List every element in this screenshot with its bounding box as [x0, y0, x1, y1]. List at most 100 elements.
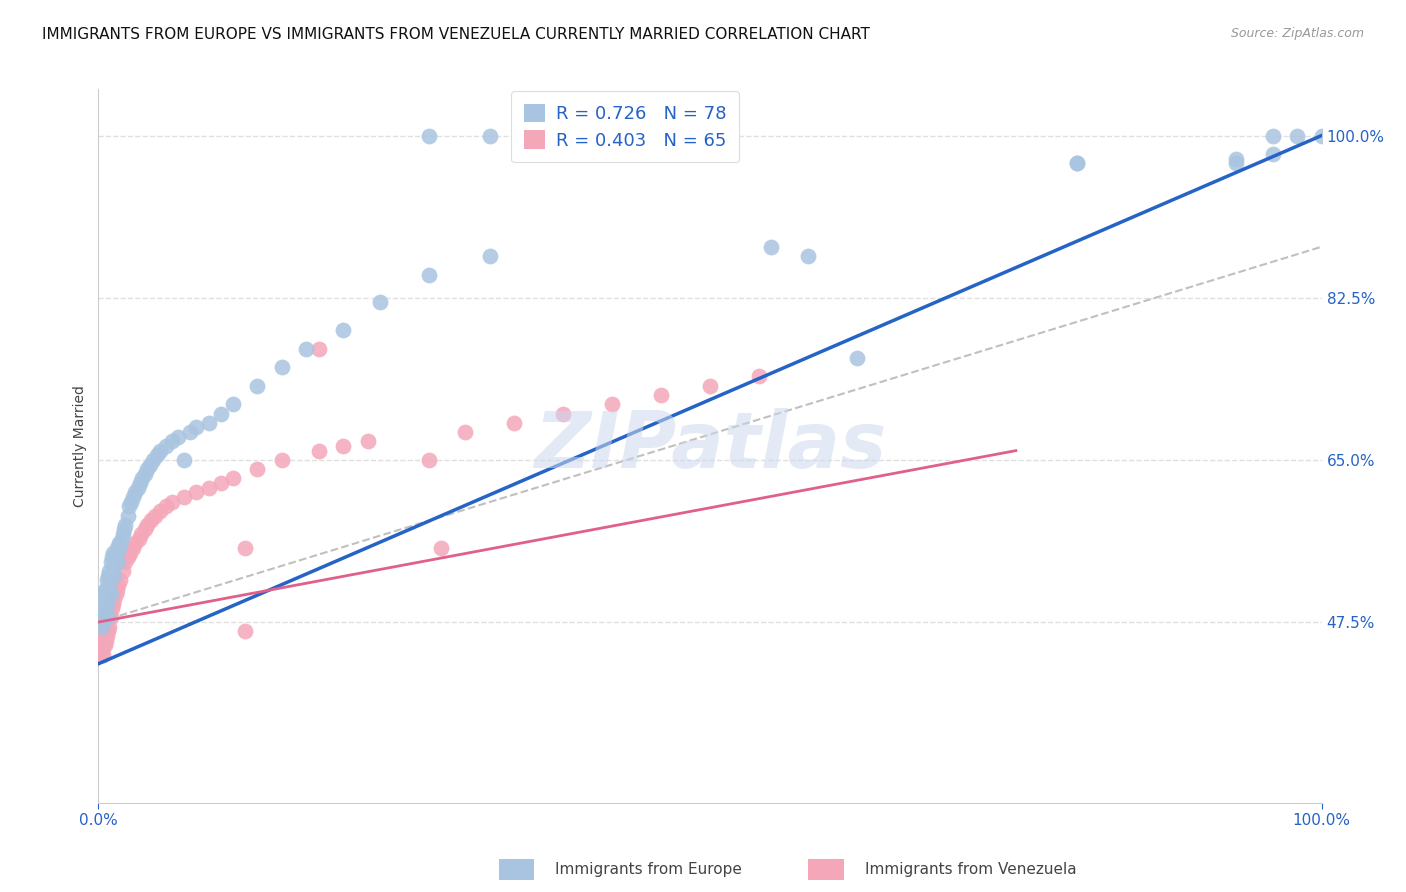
Point	[233, 624, 256, 639]
Point	[121, 541, 143, 555]
Point	[101, 550, 124, 565]
Point	[139, 513, 162, 527]
Point	[111, 527, 134, 541]
Point	[97, 568, 120, 582]
Point	[94, 624, 117, 639]
Point	[94, 633, 117, 648]
Point	[160, 494, 183, 508]
Point	[167, 430, 190, 444]
Point	[117, 550, 139, 565]
Point	[91, 643, 114, 657]
Point	[699, 378, 721, 392]
Point	[93, 615, 115, 629]
Point	[173, 490, 195, 504]
Point	[124, 485, 146, 500]
Point	[845, 351, 868, 365]
Point	[553, 407, 575, 421]
Point	[97, 582, 120, 597]
Point	[114, 555, 136, 569]
Point	[356, 434, 378, 449]
Point	[93, 591, 115, 606]
Point	[308, 342, 330, 356]
Point	[797, 249, 820, 263]
Point	[418, 453, 440, 467]
Point	[134, 467, 156, 481]
Point	[748, 369, 770, 384]
Point	[173, 453, 195, 467]
Point	[332, 439, 354, 453]
Point	[100, 587, 122, 601]
Point	[120, 494, 142, 508]
Point	[1286, 128, 1309, 143]
Point	[101, 601, 124, 615]
Point	[91, 648, 114, 662]
Point	[90, 648, 112, 662]
Point	[101, 545, 124, 559]
Point	[209, 407, 232, 421]
Point	[295, 342, 318, 356]
Point	[93, 638, 115, 652]
Text: ZIPatlas: ZIPatlas	[534, 408, 886, 484]
Point	[108, 536, 131, 550]
Point	[90, 629, 112, 643]
Point	[197, 481, 219, 495]
Point	[110, 541, 132, 555]
Point	[179, 425, 201, 439]
Point	[761, 240, 783, 254]
Point	[111, 564, 134, 578]
Point	[91, 620, 114, 634]
Point	[503, 416, 526, 430]
Point	[96, 620, 118, 634]
Point	[222, 397, 245, 411]
Point	[111, 532, 134, 546]
Text: Immigrants from Europe: Immigrants from Europe	[555, 863, 742, 877]
Point	[478, 249, 501, 263]
Point	[101, 597, 124, 611]
Point	[454, 425, 477, 439]
Point	[94, 610, 117, 624]
Point	[186, 420, 208, 434]
Legend: R = 0.726   N = 78, R = 0.403   N = 65: R = 0.726 N = 78, R = 0.403 N = 65	[512, 91, 740, 162]
Point	[233, 541, 256, 555]
Text: Source: ZipAtlas.com: Source: ZipAtlas.com	[1230, 27, 1364, 40]
Point	[368, 295, 391, 310]
Point	[1066, 156, 1088, 170]
Point	[98, 620, 121, 634]
Point	[600, 397, 623, 411]
Point	[96, 574, 118, 588]
Point	[105, 541, 128, 555]
Point	[94, 591, 117, 606]
Point	[121, 490, 143, 504]
Point	[127, 481, 149, 495]
Point	[155, 439, 177, 453]
Point	[96, 629, 118, 643]
Point	[1225, 152, 1247, 166]
Point	[139, 458, 162, 472]
Point	[98, 564, 121, 578]
Point	[134, 523, 156, 537]
Point	[129, 527, 152, 541]
Point	[1261, 147, 1284, 161]
Point	[650, 388, 672, 402]
Point	[270, 360, 294, 375]
Point	[222, 471, 245, 485]
Point	[418, 268, 440, 282]
Point	[129, 476, 152, 491]
Point	[478, 128, 501, 143]
Point	[103, 559, 125, 574]
Point	[308, 443, 330, 458]
Point	[91, 587, 114, 601]
Point	[149, 443, 172, 458]
Point	[110, 574, 132, 588]
Point	[131, 471, 153, 485]
Point	[91, 633, 114, 648]
Text: IMMIGRANTS FROM EUROPE VS IMMIGRANTS FROM VENEZUELA CURRENTLY MARRIED CORRELATIO: IMMIGRANTS FROM EUROPE VS IMMIGRANTS FRO…	[42, 27, 870, 42]
Point	[91, 620, 114, 634]
Point	[104, 550, 127, 565]
Point	[209, 476, 232, 491]
Point	[149, 504, 172, 518]
Point	[91, 606, 114, 620]
Point	[91, 629, 114, 643]
Point	[418, 128, 440, 143]
Point	[112, 523, 135, 537]
